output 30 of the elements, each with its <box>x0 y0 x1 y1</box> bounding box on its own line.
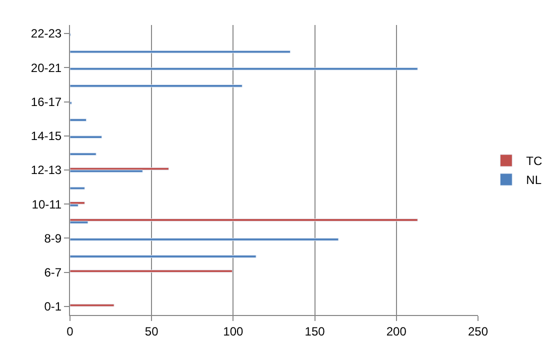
x-tick-label: 150 <box>304 324 326 338</box>
bar <box>70 270 233 273</box>
x-tick-label: 50 <box>144 324 159 338</box>
y-tick-label: 8-9 <box>44 231 62 246</box>
x-tick-label: 100 <box>223 324 244 338</box>
y-tick-label: 16-17 <box>30 94 62 109</box>
bar <box>70 50 291 54</box>
y-tick-label: 10-11 <box>32 197 62 212</box>
y-tick-label: 14-15 <box>30 129 62 144</box>
bar <box>70 218 418 222</box>
bar <box>70 186 85 190</box>
legend-label: TC <box>526 154 542 168</box>
y-tick-label: 20-21 <box>30 60 62 75</box>
bar <box>70 67 418 70</box>
legend-label: NL <box>526 173 542 188</box>
x-tick-label: 250 <box>468 324 488 338</box>
bar <box>70 136 102 139</box>
y-tick-label: 22-23 <box>30 26 62 41</box>
bar <box>70 201 85 204</box>
bar <box>70 255 256 258</box>
bar <box>70 304 114 307</box>
bar <box>70 84 242 88</box>
bar <box>70 118 87 122</box>
bar <box>70 238 339 241</box>
bar <box>70 152 96 156</box>
y-tick-label: 0-1 <box>44 300 62 314</box>
y-tick-label: 6-7 <box>44 266 62 280</box>
x-tick-label: 0 <box>66 324 74 338</box>
y-tick-label: 12-13 <box>30 163 62 178</box>
x-tick-label: 200 <box>386 324 407 338</box>
